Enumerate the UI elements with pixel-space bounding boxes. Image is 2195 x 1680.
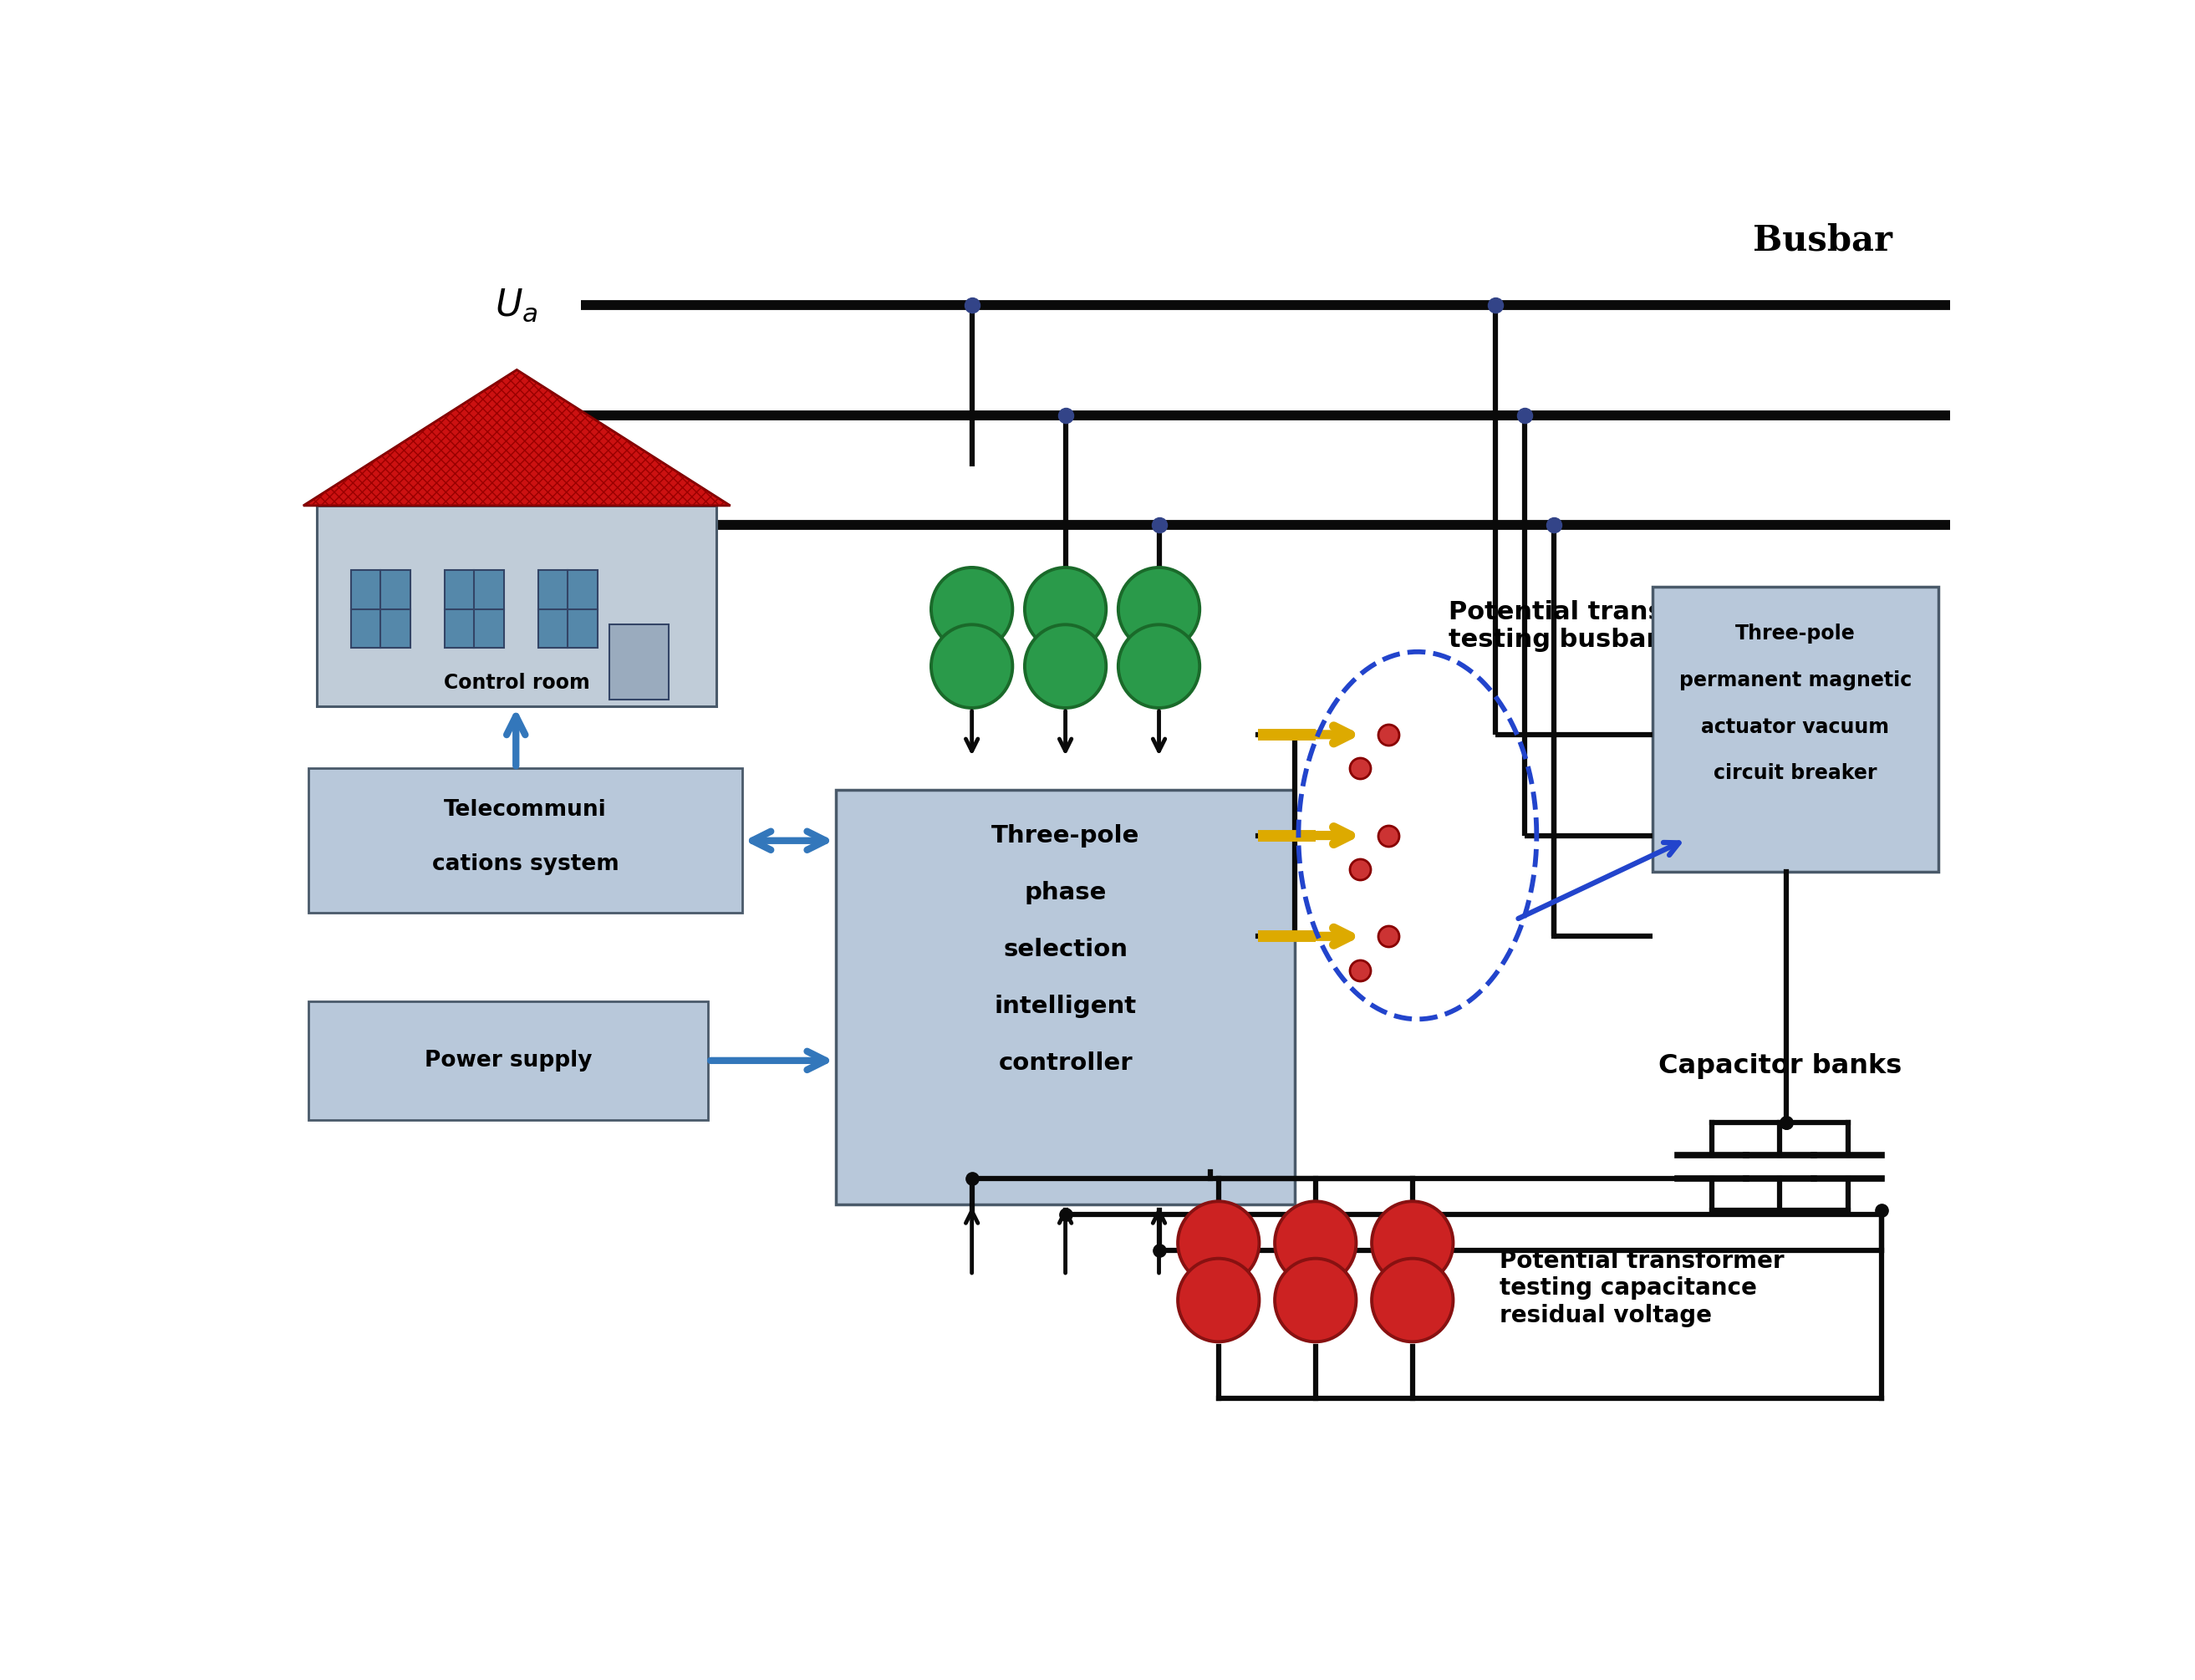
FancyBboxPatch shape: [1653, 586, 1938, 872]
Ellipse shape: [931, 625, 1012, 707]
FancyBboxPatch shape: [538, 570, 597, 648]
Polygon shape: [303, 370, 731, 506]
Text: Control room: Control room: [443, 672, 590, 692]
Text: Power supply: Power supply: [424, 1050, 593, 1072]
Text: phase: phase: [1025, 880, 1106, 904]
Ellipse shape: [1025, 568, 1106, 650]
Text: Potential transformer
testing busbar voltage: Potential transformer testing busbar vol…: [1449, 600, 1776, 652]
Text: selection: selection: [1003, 937, 1128, 961]
Ellipse shape: [1025, 625, 1106, 707]
FancyBboxPatch shape: [351, 570, 410, 648]
Text: Busbar: Busbar: [1752, 223, 1892, 259]
Text: $\it{U}$$_{\it{a}}$: $\it{U}$$_{\it{a}}$: [494, 287, 538, 323]
Ellipse shape: [1117, 568, 1201, 650]
Text: controller: controller: [999, 1052, 1133, 1075]
Ellipse shape: [1372, 1201, 1453, 1285]
Text: Potential transformer
testing capacitance
residual voltage: Potential transformer testing capacitanc…: [1499, 1250, 1785, 1327]
FancyBboxPatch shape: [307, 1001, 709, 1121]
Text: Three-pole: Three-pole: [1734, 623, 1855, 643]
Ellipse shape: [1372, 1258, 1453, 1342]
Ellipse shape: [1275, 1258, 1357, 1342]
Text: intelligent: intelligent: [994, 995, 1137, 1018]
Text: $\it{U}$$_{\it{b}}$: $\it{U}$$_{\it{b}}$: [494, 396, 538, 433]
FancyBboxPatch shape: [443, 570, 505, 648]
Text: Three-pole: Three-pole: [992, 823, 1139, 847]
Ellipse shape: [1117, 625, 1201, 707]
Ellipse shape: [1275, 1201, 1357, 1285]
Text: cations system: cations system: [432, 853, 619, 875]
Ellipse shape: [1179, 1201, 1260, 1285]
Text: circuit breaker: circuit breaker: [1714, 763, 1877, 783]
Text: Capacitor banks: Capacitor banks: [1657, 1053, 1901, 1079]
Text: actuator vacuum: actuator vacuum: [1701, 717, 1890, 738]
FancyBboxPatch shape: [307, 768, 742, 912]
FancyBboxPatch shape: [610, 625, 669, 699]
Text: permanent magnetic: permanent magnetic: [1679, 670, 1912, 690]
Ellipse shape: [931, 568, 1012, 650]
FancyBboxPatch shape: [836, 790, 1295, 1205]
Text: $\it{U}$$_{\it{c}}$: $\it{U}$$_{\it{c}}$: [494, 507, 538, 543]
Ellipse shape: [1179, 1258, 1260, 1342]
FancyBboxPatch shape: [316, 506, 716, 706]
Text: Telecommuni: Telecommuni: [443, 798, 606, 820]
